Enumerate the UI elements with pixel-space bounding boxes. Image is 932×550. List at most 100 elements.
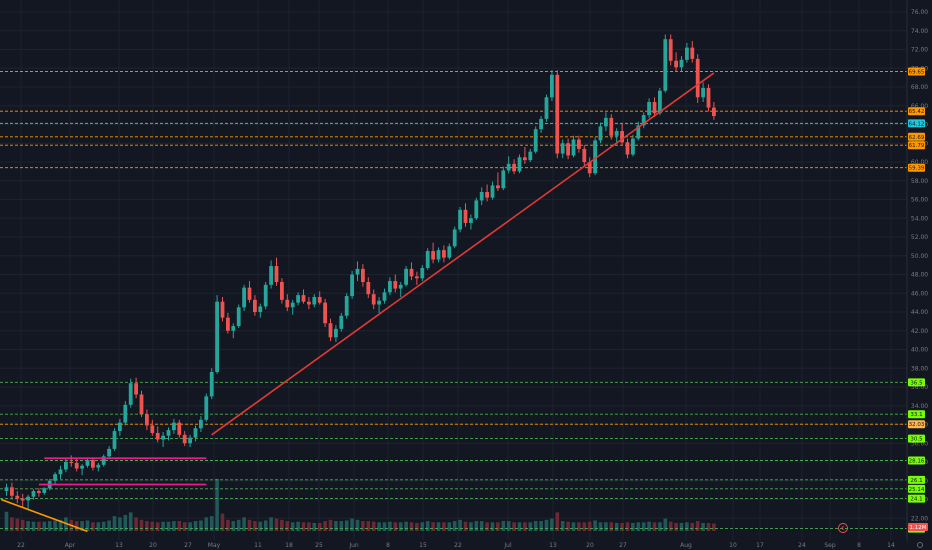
candle-body	[101, 456, 106, 465]
volume-bar	[712, 523, 716, 531]
volume-bar	[26, 521, 30, 531]
candle-body	[334, 328, 338, 338]
volume-bar	[604, 522, 608, 531]
candle-body	[91, 460, 95, 468]
level-badge	[908, 107, 925, 116]
candle-body	[463, 209, 468, 223]
volume-bar	[620, 522, 624, 531]
volume-bar	[409, 522, 414, 531]
x-tick-label: 14	[887, 542, 895, 549]
goto-realtime-icon: €	[841, 526, 845, 532]
x-tick-label: 20	[586, 542, 594, 549]
level-badge	[908, 378, 925, 387]
goto-realtime-button[interactable]: €	[838, 523, 848, 533]
candle-body	[74, 462, 79, 469]
candle-body	[253, 299, 257, 312]
volume-bar	[398, 522, 403, 531]
x-tick-label: 18	[285, 542, 293, 549]
volume-bar	[253, 521, 257, 531]
x-tick-label: 10	[729, 542, 737, 549]
volume-bar	[420, 522, 425, 531]
volume-bar	[215, 478, 219, 531]
candle-body	[204, 396, 209, 420]
grid	[0, 0, 907, 540]
volume-bar	[517, 522, 522, 531]
level-badge-label: 61.79	[909, 143, 925, 149]
candle-body	[182, 434, 187, 444]
volume-bar	[663, 518, 668, 531]
y-tick-label: 54.00	[911, 215, 928, 222]
candle-body	[258, 306, 263, 312]
candle-body	[420, 267, 425, 279]
candle-body	[53, 474, 57, 481]
level-badge	[908, 456, 925, 465]
volume-bar	[220, 513, 225, 531]
candle-body	[42, 488, 47, 493]
volume-bar	[290, 522, 295, 531]
candle-body	[452, 229, 457, 247]
x-tick-label: 8	[386, 542, 390, 549]
volume-bar	[701, 522, 705, 531]
volume-bar	[679, 522, 684, 531]
volume-bar	[37, 521, 41, 531]
volume-bar	[58, 519, 63, 531]
x-tick-label: 22	[17, 542, 25, 549]
candle-body	[58, 469, 63, 475]
volume-bar	[415, 522, 419, 531]
volume-bar	[307, 522, 311, 531]
volume-bars	[4, 478, 716, 531]
level-badge	[908, 141, 925, 150]
candle-body	[31, 491, 36, 497]
candle-body	[107, 448, 111, 457]
candle-body	[350, 274, 354, 297]
level-badge-label: 64.12	[909, 121, 925, 127]
x-tick-label: 11	[254, 542, 262, 549]
x-tick-label: Jun	[348, 542, 359, 549]
candle-body	[323, 302, 327, 324]
volume-bar	[263, 520, 268, 531]
x-tick-label: 27	[619, 542, 627, 549]
candle-body	[220, 301, 225, 318]
volume-bar	[312, 522, 317, 531]
candle-body	[544, 97, 549, 119]
candle-body	[447, 246, 452, 258]
y-tick-label: 52.00	[911, 234, 928, 241]
volume-bar	[317, 522, 322, 531]
volume-bar	[231, 521, 236, 531]
x-tick-label: 25	[315, 542, 323, 549]
candle-body	[614, 131, 619, 136]
volume-bar	[658, 522, 662, 531]
settings-button[interactable]	[917, 542, 923, 548]
candle-body	[550, 74, 554, 98]
volume-bar	[377, 522, 381, 531]
candle-body	[69, 462, 74, 463]
volume-bar	[404, 521, 408, 531]
candle-body	[193, 428, 198, 438]
horizontal-levels	[0, 70, 907, 530]
x-tick-label: 24	[798, 542, 806, 549]
volume-bar	[382, 522, 387, 531]
level-badge	[908, 475, 925, 484]
volume-bar	[15, 518, 20, 531]
volume-bar	[47, 521, 52, 531]
volume-bar	[101, 521, 106, 531]
candle-body	[123, 404, 128, 423]
level-badge	[908, 119, 925, 128]
candle-body	[80, 465, 84, 469]
volume-bar	[452, 521, 457, 531]
current-value-badge-box	[908, 523, 928, 531]
x-tick-label: 13	[115, 542, 123, 549]
volume-bar	[258, 521, 263, 531]
candle-body	[712, 107, 716, 117]
y-tick-label: 68.00	[911, 84, 928, 91]
volume-bar	[323, 521, 327, 531]
candle-body	[377, 300, 381, 305]
candle-body	[706, 87, 711, 108]
y-tick-label: 66.00	[911, 103, 928, 110]
time-axis[interactable]: 22 Apr 13 20 27 May 11 18 25 Jun 8 15 22 Jul 13 20 27 Aug…	[17, 542, 895, 549]
volume-bar	[523, 522, 527, 531]
candle-body	[85, 460, 90, 466]
volume-bar	[242, 517, 246, 531]
volume-bar	[188, 522, 192, 531]
candle-body	[695, 58, 700, 98]
